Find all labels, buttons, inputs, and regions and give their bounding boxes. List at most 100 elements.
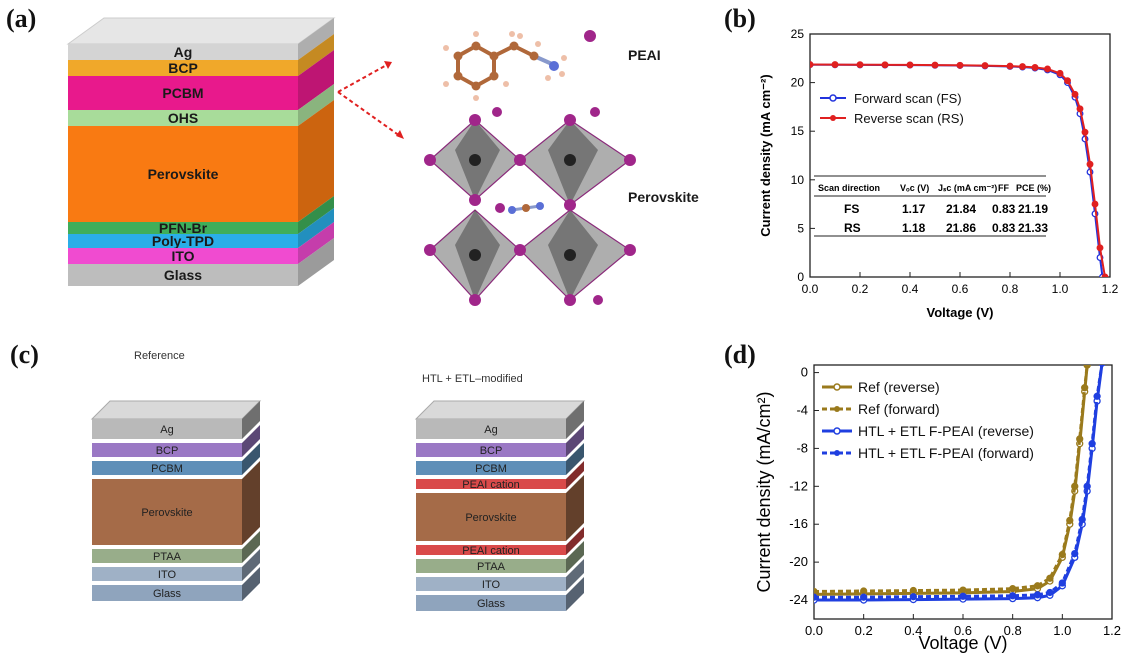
layer-label-6: Poly-TPD (152, 233, 214, 249)
x-tick-label: 1.0 (1053, 623, 1071, 638)
data-point (959, 586, 967, 594)
data-point (1076, 435, 1084, 443)
c-layer-3 (416, 479, 566, 489)
y-tick-label: 0 (801, 365, 808, 380)
layer-3 (68, 110, 298, 126)
y-tick-label: -8 (796, 440, 808, 455)
c-layer-5 (92, 567, 242, 581)
layer-1 (68, 60, 298, 76)
data-point (1064, 77, 1071, 85)
data-point (906, 61, 914, 69)
series-line (814, 365, 1104, 602)
data-point (810, 61, 814, 68)
c-layer-label-8: Glass (477, 598, 506, 610)
data-point (1033, 582, 1042, 590)
legend-b: Forward scan (FS) Reverse scan (RS) (820, 91, 964, 126)
c-layer-6 (92, 585, 242, 601)
td: 1.17 (902, 202, 926, 216)
x-tick-label: 1.2 (1102, 282, 1119, 296)
data-point (1093, 392, 1101, 400)
c-layer-0 (92, 419, 242, 439)
y-tick-label: 5 (797, 221, 804, 235)
c-layer-label-3: PEAI cation (462, 479, 519, 491)
layer-4 (68, 126, 298, 222)
data-point (1009, 592, 1017, 600)
c-layer-2 (416, 461, 566, 475)
data-point (1086, 160, 1094, 168)
data-point (1056, 69, 1064, 77)
series-3 (814, 365, 1106, 601)
layer-8 (68, 264, 298, 286)
td: RS (844, 221, 861, 235)
layer-7 (68, 248, 298, 264)
panel-c-device-comparison: Reference HTL + ETL–modified Ag BCP PCBM Pe… (90, 350, 586, 611)
peai-molecule-icon (443, 30, 596, 101)
y-tick-label: 10 (791, 173, 805, 187)
c-layer-label-6: PTAA (477, 561, 506, 573)
c-layer-label-1: BCP (480, 445, 503, 457)
y-tick-label: -20 (789, 554, 808, 569)
data-point (1031, 63, 1039, 71)
layer-0 (68, 44, 298, 60)
data-point (959, 592, 967, 600)
data-point (1071, 482, 1079, 490)
peai-label: PEAI (628, 47, 661, 63)
c-layer-7 (416, 577, 566, 591)
data-point (981, 62, 989, 70)
c-layer-8 (416, 595, 566, 611)
data-point (1071, 90, 1079, 98)
y-tick-label: -12 (789, 478, 808, 493)
c-layer-5 (416, 545, 566, 555)
th-jsc: Jₛc (mA cm⁻²) (938, 183, 997, 193)
y-tick-label: 20 (791, 76, 805, 90)
td: FS (844, 202, 859, 216)
data-point (1101, 273, 1109, 277)
x-tick-label: 0.4 (902, 282, 919, 296)
data-point (1088, 440, 1096, 448)
device-stack-modified: Ag BCP PCBM PEAI cation Perovskite PEAI catio… (414, 400, 586, 611)
series-2 (814, 365, 1106, 604)
data-point (1078, 515, 1086, 524)
y-tick-label: 0 (797, 270, 804, 284)
layer-label-8: Glass (164, 267, 202, 283)
data-point (860, 593, 868, 601)
y-axis-label: Current density (mA cm⁻²) (758, 74, 773, 236)
data-point (1009, 585, 1017, 593)
th-voc: Vₒc (V) (900, 183, 929, 193)
data-point (1091, 200, 1099, 208)
c-layer-label-2: PCBM (151, 463, 183, 475)
c-layer-3 (92, 479, 242, 545)
data-point (1046, 588, 1054, 597)
data-point (1076, 105, 1084, 113)
pointer-arrows (337, 61, 404, 139)
x-tick-label: 0.8 (1004, 623, 1022, 638)
crystal-label: Perovskite (628, 189, 699, 205)
series-line (814, 365, 1089, 593)
parameter-table: Scan direction Vₒc (V) Jₛc (mA cm⁻²) FF … (814, 175, 1051, 237)
legend-ref-rev: Ref (reverse) (858, 379, 940, 395)
series-line (814, 365, 1089, 596)
x-tick-label: 0.4 (904, 623, 922, 638)
panel-label-a: (a) (6, 4, 37, 33)
data-point (956, 61, 964, 69)
x-axis-label: Voltage (V) (927, 305, 994, 320)
c-layer-label-4: PTAA (153, 551, 182, 563)
data-point (931, 61, 939, 69)
c-layer-1 (416, 443, 566, 457)
cation-icon (508, 202, 544, 214)
layer-label-4: Perovskite (148, 166, 219, 182)
legend-rs: Reverse scan (RS) (854, 111, 964, 126)
data-point (1044, 65, 1051, 73)
c-layer-label-5: PEAI cation (462, 545, 519, 557)
reference-title: Reference (134, 350, 185, 362)
data-point (831, 61, 839, 69)
data-point (1081, 384, 1089, 392)
y-tick-label: -16 (789, 516, 808, 531)
x-tick-label: 0.6 (952, 282, 969, 296)
data-point (1019, 63, 1026, 71)
y-tick-label: -4 (796, 402, 808, 417)
c-layer-4 (92, 549, 242, 563)
data-point (1081, 128, 1089, 136)
x-tick-label: 0.2 (855, 623, 873, 638)
